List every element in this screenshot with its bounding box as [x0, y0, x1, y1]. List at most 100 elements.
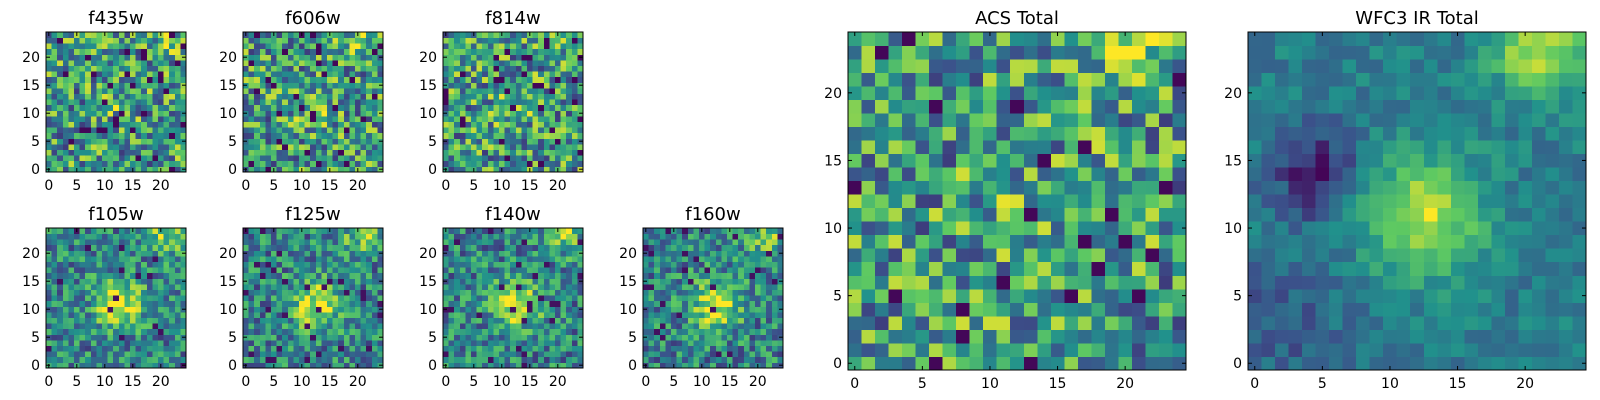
heatmap-cell [521, 60, 528, 66]
heatmap-cell [102, 138, 108, 145]
heatmap-cell [259, 60, 266, 66]
heatmap-cell [90, 121, 97, 128]
heatmap-cell [327, 250, 333, 257]
heatmap-cell [293, 233, 300, 240]
heatmap-cell [248, 345, 255, 352]
heatmap-cell [265, 244, 272, 251]
heatmap-cell [532, 244, 539, 251]
heatmap-cell [124, 233, 131, 240]
heatmap-cell [90, 144, 97, 150]
heatmap-cell [276, 272, 283, 279]
heatmap-cell [102, 116, 108, 122]
heatmap-cell [732, 278, 739, 285]
heatmap-cell [282, 256, 289, 262]
heatmap-cell [299, 93, 305, 100]
heatmap-cell [515, 362, 522, 369]
heatmap-cell [338, 155, 345, 162]
heatmap-cell [493, 160, 500, 167]
heatmap-cell [85, 278, 92, 285]
heatmap-cell [996, 207, 1011, 222]
x-tick-label: 5 [269, 374, 278, 390]
heatmap-cell [85, 289, 92, 296]
heatmap-cell [174, 121, 181, 128]
heatmap-cell [287, 76, 294, 83]
heatmap-cell [180, 48, 187, 55]
heatmap-cell [102, 272, 108, 279]
heatmap-cell [315, 351, 322, 358]
heatmap-cell [371, 144, 378, 150]
heatmap-cell [648, 250, 655, 257]
heatmap-cell [504, 127, 511, 134]
heatmap-cell [271, 272, 277, 279]
heatmap-cell [243, 345, 249, 352]
heatmap-cell [304, 37, 311, 44]
heatmap-cell [510, 121, 517, 128]
heatmap-cell [560, 127, 567, 134]
heatmap-cell [1010, 261, 1025, 276]
heatmap-cell [671, 356, 677, 363]
heatmap-cell [141, 54, 148, 61]
heatmap-cell [85, 82, 92, 89]
heatmap-cell [79, 228, 86, 234]
heatmap-cell [476, 93, 483, 100]
heatmap-cell [96, 76, 103, 83]
heatmap-cell [454, 104, 461, 111]
heatmap-cell [79, 356, 86, 363]
heatmap-cell [676, 334, 683, 341]
heatmap-cell [146, 116, 153, 122]
heatmap-cell [760, 328, 767, 335]
heatmap-cell [659, 267, 666, 274]
heatmap-cell [74, 43, 80, 50]
heatmap-cell [771, 362, 778, 369]
heatmap-cell [265, 71, 272, 78]
heatmap-cell [68, 127, 75, 134]
heatmap-cell [861, 288, 876, 303]
heatmap-cell [521, 104, 528, 111]
heatmap-cell [254, 60, 261, 66]
heatmap-cell [888, 221, 903, 236]
heatmap-cell [996, 261, 1011, 276]
heatmap-cell [169, 345, 176, 352]
heatmap-cell [310, 340, 317, 346]
heatmap-cell [482, 43, 489, 50]
heatmap-cell [1172, 302, 1187, 317]
heatmap-cell [1118, 356, 1133, 371]
heatmap-cell [102, 132, 108, 139]
heatmap-cell [315, 88, 322, 94]
heatmap-cell [135, 284, 142, 290]
heatmap-cell [146, 323, 153, 330]
heatmap-cell [74, 351, 80, 358]
heatmap-cell [749, 233, 756, 240]
heatmap-cell [254, 256, 261, 262]
heatmap-cell [287, 160, 294, 167]
heatmap-cell [555, 312, 561, 318]
heatmap-cell [755, 233, 761, 240]
heatmap-cell [671, 351, 677, 358]
heatmap-cell [366, 323, 373, 330]
heatmap-cell [74, 244, 80, 251]
heatmap-cell [68, 328, 75, 335]
heatmap-cell [90, 267, 97, 274]
heatmap-cell [180, 289, 187, 296]
heatmap-cell [755, 289, 761, 296]
heatmap-cell [448, 32, 455, 38]
heatmap-cell [493, 65, 500, 72]
heatmap-cell [515, 312, 522, 318]
heatmap-cell [158, 155, 164, 162]
heatmap-cell [471, 88, 477, 94]
heatmap-cell [174, 82, 181, 89]
heatmap-cell [448, 43, 455, 50]
heatmap-cell [360, 256, 367, 262]
heatmap-cell [327, 88, 333, 94]
heatmap-cell [163, 160, 170, 167]
heatmap-cell [577, 239, 584, 246]
heatmap-cell [504, 239, 511, 246]
heatmap-cell [299, 295, 305, 302]
heatmap-cell [304, 356, 311, 363]
heatmap-cell [315, 345, 322, 352]
heatmap-cell [102, 306, 108, 313]
heatmap-cell [141, 356, 148, 363]
heatmap-cell [85, 99, 92, 106]
heatmap-cell [74, 300, 80, 307]
heatmap-cell [107, 155, 114, 162]
